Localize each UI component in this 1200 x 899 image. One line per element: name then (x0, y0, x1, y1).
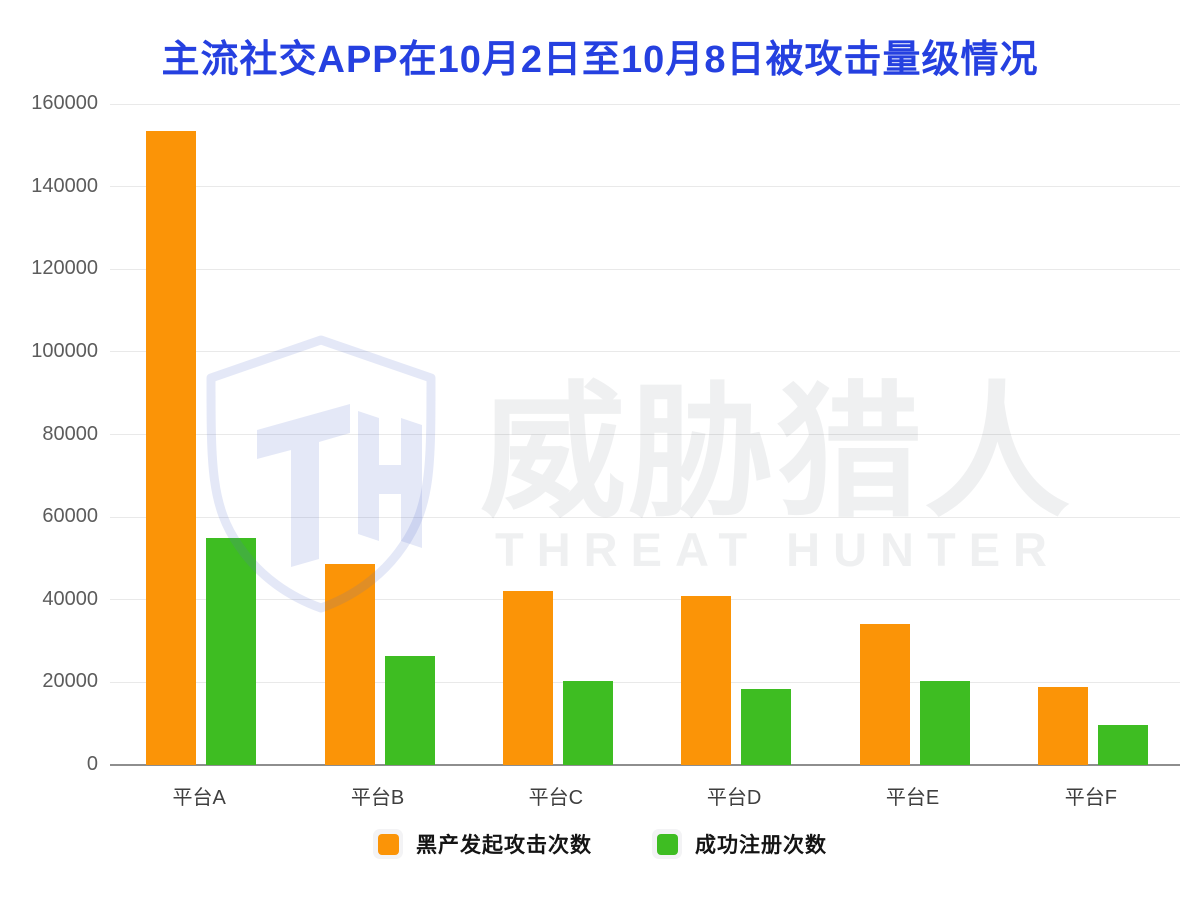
y-axis-tick-label: 100000 (31, 339, 98, 362)
legend-item-register: 成功注册次数 (652, 829, 827, 859)
bar-attack-platform-3 (502, 591, 553, 765)
bar-attack-platform-2 (324, 563, 375, 765)
y-axis-tick-label: 0 (86, 753, 98, 775)
y-axis-tick-label: 120000 (31, 257, 98, 280)
gridline (110, 681, 1180, 683)
gridline (110, 434, 1180, 435)
bar-attack-platform-5 (859, 624, 910, 765)
x-axis-label: 平台D (706, 787, 762, 809)
bar-attack-platform-4 (681, 595, 732, 765)
x-axis-label: 平台A (172, 787, 226, 809)
watermark-brand-cn: 威胁猎人 (480, 371, 1072, 534)
watermark-brand-en: THREAT HUNTER (495, 523, 1060, 576)
bar-register-platform-3 (562, 681, 613, 765)
gridline (110, 186, 1180, 188)
x-axis-line (110, 764, 1180, 766)
legend-label: 成功注册次数 (695, 834, 827, 857)
y-axis-tick-label: 20000 (42, 670, 98, 693)
bar-register-platform-1 (206, 537, 257, 765)
bar-attack-platform-1 (146, 130, 197, 765)
gridline (110, 351, 1180, 353)
gridline (110, 268, 1180, 270)
y-axis-tick-label: 140000 (31, 174, 98, 197)
legend-color-square-icon (656, 833, 678, 855)
gridline (110, 516, 1180, 518)
x-axis-label: 平台E (885, 787, 940, 809)
bar-attack-platform-6 (1037, 686, 1088, 765)
x-axis-label: 平台C (528, 787, 584, 809)
bar-register-platform-4 (741, 688, 792, 765)
y-axis-tick-label: 40000 (42, 587, 98, 610)
x-axis-label: 平台F (1064, 787, 1117, 809)
bar-register-platform-2 (384, 655, 435, 765)
legend-swatch-icon (652, 829, 682, 859)
y-axis-tick-label: 80000 (42, 422, 98, 445)
y-axis-tick-label: 160000 (31, 92, 98, 114)
legend-label: 黑产发起攻击次数 (416, 834, 592, 857)
gridline (110, 103, 1180, 105)
legend-swatch-icon (373, 829, 403, 859)
y-axis-tick-label: 60000 (42, 505, 98, 528)
bar-register-platform-6 (1097, 724, 1148, 765)
bar-register-platform-5 (919, 681, 970, 765)
chart-title: 主流社交APP在10月2日至10月8日被攻击量级情况 (161, 39, 1039, 81)
gridline (110, 599, 1180, 601)
chart-legend: 黑产发起攻击次数 成功注册次数 (0, 829, 1200, 859)
legend-item-attack: 黑产发起攻击次数 (373, 829, 592, 859)
x-axis-label: 平台B (350, 787, 405, 809)
legend-color-square-icon (377, 833, 399, 855)
